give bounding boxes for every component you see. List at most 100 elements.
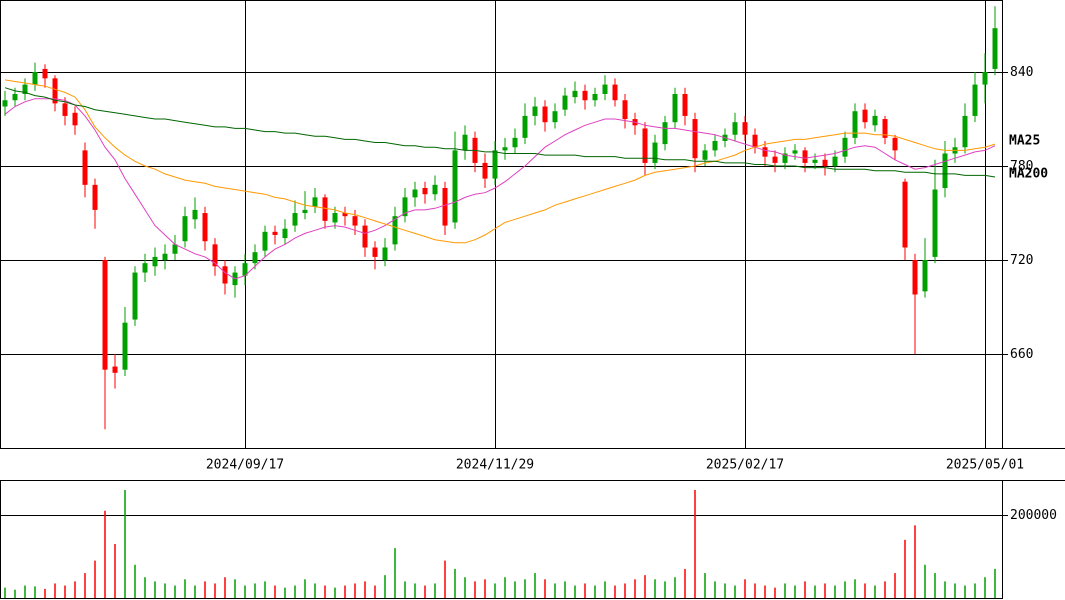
candle-body <box>802 150 808 163</box>
volume-bar <box>934 573 936 598</box>
volume-bar <box>904 539 906 598</box>
ma-line <box>4 87 996 178</box>
volume-bar <box>94 560 96 598</box>
candle-body <box>692 119 698 159</box>
volume-bar <box>374 585 376 598</box>
candle-body <box>772 156 778 163</box>
candle-body <box>912 260 918 295</box>
candle-body <box>192 209 198 220</box>
volume-bar <box>504 577 506 598</box>
candle-body <box>592 93 598 101</box>
candle-body <box>512 137 518 148</box>
candle-body <box>532 106 538 116</box>
candle-body <box>262 231 268 251</box>
volume-bar <box>224 577 226 598</box>
candle-body <box>182 216 188 242</box>
candle-body <box>982 72 988 85</box>
volume-bar <box>254 583 256 598</box>
volume-bar <box>444 560 446 598</box>
candle-body <box>162 253 168 261</box>
candle-body <box>132 272 138 320</box>
candle-body <box>22 84 28 94</box>
volume-bar <box>714 581 716 598</box>
candle-body <box>362 225 368 248</box>
candle-body <box>662 122 668 145</box>
legend-label: MA25 <box>1009 134 1040 149</box>
volume-bar <box>534 573 536 598</box>
volume-bar <box>314 583 316 598</box>
candle-body <box>242 263 248 276</box>
volume-bar <box>464 577 466 598</box>
volume-bar <box>614 585 616 598</box>
candle-body <box>742 122 748 135</box>
volume-bar <box>654 579 656 598</box>
candle-body <box>852 111 858 138</box>
candle-body <box>672 93 678 123</box>
candle-body <box>612 84 618 101</box>
volume-bar <box>794 585 796 598</box>
volume-bar <box>244 585 246 598</box>
volume-bar <box>304 579 306 598</box>
candle-body <box>462 134 468 151</box>
volume-bar <box>424 585 426 598</box>
candle-body <box>12 93 18 101</box>
volume-bar <box>784 583 786 598</box>
volume-bar <box>754 583 756 598</box>
volume-bar <box>124 489 126 598</box>
volume-bar <box>574 585 576 598</box>
volume-bar <box>24 585 26 598</box>
candle-body <box>312 197 318 207</box>
y-tick-label: 660 <box>1010 347 1033 362</box>
volume-bar <box>234 579 236 598</box>
volume-bar <box>954 583 956 598</box>
volume-bar <box>74 581 76 598</box>
candle-body <box>252 252 258 264</box>
volume-bar <box>774 587 776 598</box>
candle-body <box>152 256 158 267</box>
volume-bar <box>814 585 816 598</box>
volume-bar <box>804 581 806 598</box>
volume-bar <box>964 585 966 598</box>
candle-body <box>302 209 308 214</box>
volume-bar <box>134 564 136 598</box>
volume-bar <box>14 589 16 598</box>
volume-bar <box>924 564 926 598</box>
candle-body <box>682 93 688 116</box>
candle-body <box>642 128 648 163</box>
candle-body <box>762 147 768 157</box>
candle-body <box>92 184 98 210</box>
candle-body <box>42 68 48 79</box>
candle-body <box>872 115 878 126</box>
volume-bar <box>684 568 686 598</box>
volume-bar <box>984 577 986 598</box>
volume-bar <box>474 581 476 598</box>
candle-body <box>342 213 348 217</box>
volume-bar <box>114 543 116 598</box>
volume-bar <box>84 573 86 598</box>
candle-body <box>432 184 438 195</box>
candle-body <box>172 244 178 254</box>
candle-body <box>292 213 298 226</box>
candle-body <box>712 140 718 151</box>
volume-bar <box>694 489 696 598</box>
volume-bar <box>354 583 356 598</box>
volume-bar <box>174 585 176 598</box>
volume-panel <box>0 480 1003 599</box>
candle-body <box>372 247 378 257</box>
x-tick-label: 2024/09/17 <box>206 458 284 473</box>
candle-body <box>332 213 338 223</box>
volume-bar <box>54 583 56 598</box>
volume-bar <box>454 568 456 598</box>
candle-body <box>652 142 658 163</box>
volume-bar <box>104 510 106 598</box>
volume-bar <box>264 581 266 598</box>
candle-body <box>842 137 848 157</box>
candle-body <box>202 213 208 242</box>
volume-bar <box>544 579 546 598</box>
volume-bar <box>484 579 486 598</box>
candle-body <box>222 266 228 284</box>
volume-bar <box>844 581 846 598</box>
volume-bar <box>514 581 516 598</box>
volume-bar <box>664 581 666 598</box>
candle-body <box>972 84 978 116</box>
